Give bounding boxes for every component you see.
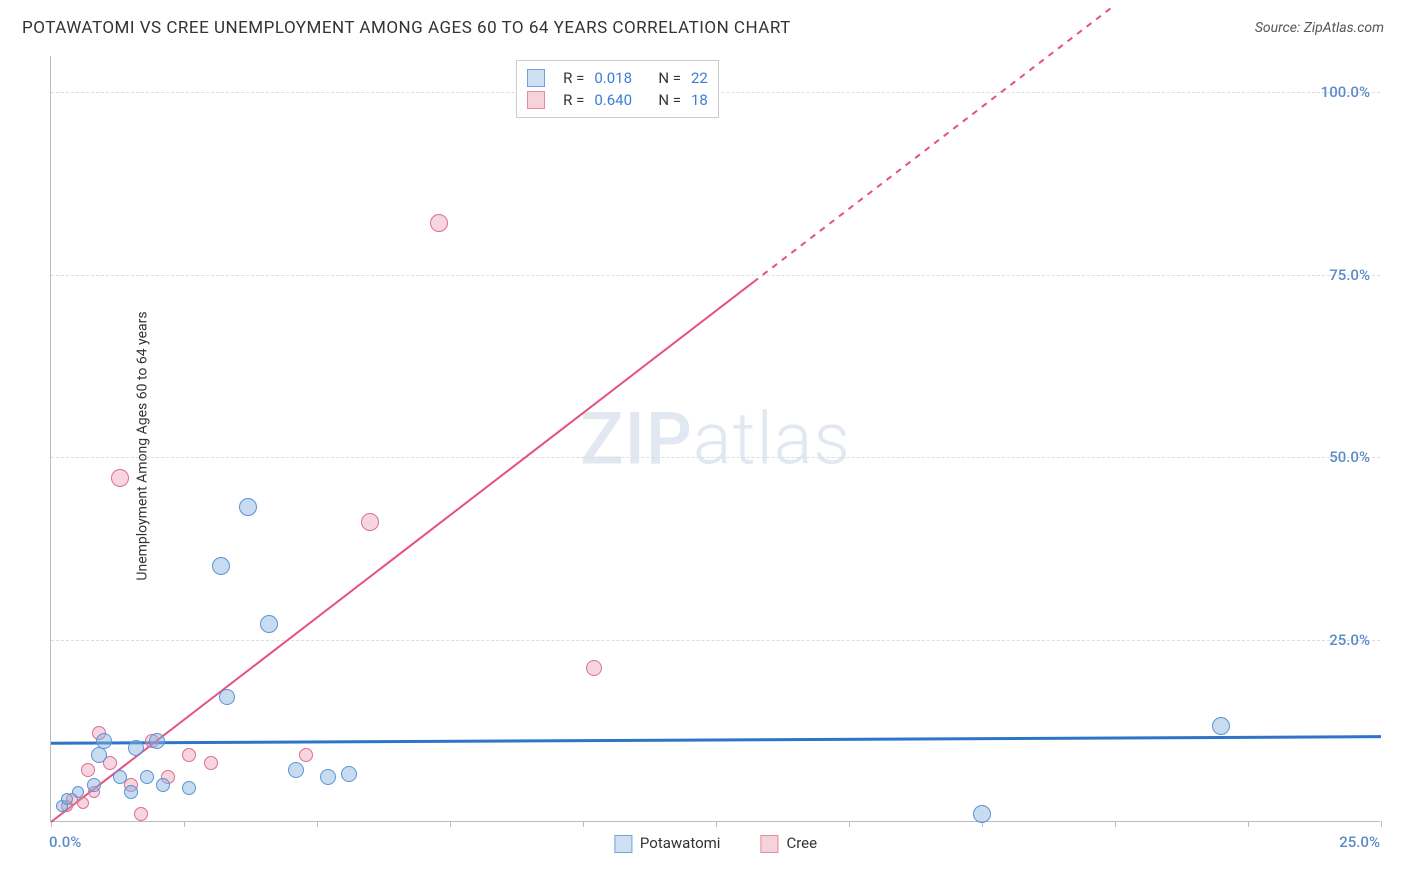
correlation-legend: R = 0.018 N = 22 R = 0.640 N = 18	[516, 60, 719, 118]
trend-layer	[51, 56, 1381, 822]
legend-label: Potawatomi	[640, 834, 721, 852]
cree-point	[204, 756, 218, 770]
trend-line-dashed	[753, 5, 1115, 282]
potawatomi-point	[182, 781, 196, 795]
potawatomi-point	[341, 766, 357, 782]
potawatomi-point	[149, 733, 165, 749]
cree-point	[111, 469, 129, 487]
r-label: R =	[563, 91, 584, 109]
legend-swatch	[760, 835, 778, 853]
r-value: 0.018	[594, 69, 648, 87]
series-legend: Potawatomi Cree	[614, 834, 817, 853]
cree-point	[77, 797, 89, 809]
cree-point	[134, 807, 148, 821]
potawatomi-point	[128, 740, 144, 756]
trend-line	[51, 737, 1381, 744]
potawatomi-point	[1212, 717, 1230, 735]
legend-row: R = 0.018 N = 22	[527, 67, 708, 89]
legend-label: Cree	[786, 834, 817, 852]
potawatomi-point	[87, 778, 101, 792]
potawatomi-point	[219, 689, 235, 705]
potawatomi-point	[288, 762, 304, 778]
potawatomi-point	[260, 615, 278, 633]
potawatomi-point	[156, 778, 170, 792]
legend-item: Cree	[760, 834, 817, 853]
chart-title: POTAWATOMI VS CREE UNEMPLOYMENT AMONG AG…	[22, 18, 791, 38]
scatter-plot-area: ZIPatlas 25.0%50.0%75.0%100.0%0.0%25.0%R…	[50, 56, 1380, 822]
legend-row: R = 0.640 N = 18	[527, 89, 708, 111]
potawatomi-point	[320, 769, 336, 785]
x-tick	[1381, 821, 1382, 827]
chart-header: POTAWATOMI VS CREE UNEMPLOYMENT AMONG AG…	[22, 18, 1384, 38]
cree-point	[586, 660, 602, 676]
cree-point	[182, 748, 196, 762]
potawatomi-point	[72, 786, 84, 798]
n-value: 22	[691, 69, 708, 87]
n-label: N =	[658, 69, 681, 87]
potawatomi-point	[113, 770, 127, 784]
potawatomi-point	[61, 793, 73, 805]
n-label: N =	[658, 91, 681, 109]
potawatomi-point	[212, 557, 230, 575]
potawatomi-point	[91, 747, 107, 763]
cree-point	[81, 763, 95, 777]
legend-swatch	[527, 69, 545, 87]
cree-point	[430, 214, 448, 232]
potawatomi-point	[140, 770, 154, 784]
potawatomi-point	[124, 785, 138, 799]
n-value: 18	[691, 91, 708, 109]
legend-swatch	[614, 835, 632, 853]
cree-point	[361, 513, 379, 531]
x-tick-label-max: 25.0%	[1339, 833, 1380, 851]
potawatomi-point	[96, 733, 112, 749]
potawatomi-point	[239, 498, 257, 516]
r-value: 0.640	[594, 91, 648, 109]
legend-swatch	[527, 91, 545, 109]
x-tick-label-min: 0.0%	[49, 833, 81, 851]
cree-point	[299, 748, 313, 762]
legend-item: Potawatomi	[614, 834, 721, 853]
source-attribution: Source: ZipAtlas.com	[1255, 20, 1384, 36]
r-label: R =	[563, 69, 584, 87]
potawatomi-point	[973, 805, 991, 823]
